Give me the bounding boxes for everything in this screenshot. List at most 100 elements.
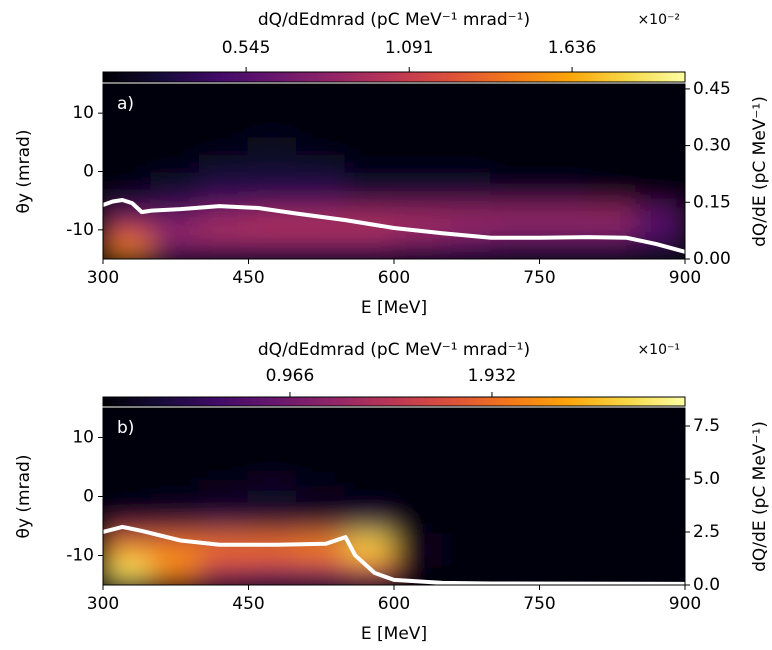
x-axis-label: E [MeV] xyxy=(361,298,427,318)
heatmap-cell xyxy=(296,153,347,173)
heatmap-cell xyxy=(441,240,492,259)
x-tick-label: 300 xyxy=(87,268,119,288)
panel-label: b) xyxy=(117,418,134,438)
heatmap-cell xyxy=(150,135,201,155)
y-tick-label: -10 xyxy=(66,546,94,566)
heatmap-cell xyxy=(490,170,541,190)
heatmap-cell xyxy=(344,424,395,445)
heatmap-cell xyxy=(296,460,347,480)
colorbar-tick-label: 1.636 xyxy=(548,38,597,58)
heatmap-cell xyxy=(344,442,395,463)
heatmap-cell xyxy=(441,442,492,463)
heatmap-cell xyxy=(103,424,153,445)
heatmap-cell xyxy=(441,170,492,190)
y2-tick-label: 0.0 xyxy=(693,575,720,595)
x-tick-label: 750 xyxy=(523,268,555,288)
heatmap-cell xyxy=(587,205,638,225)
heatmap-cell xyxy=(490,240,541,259)
heatmap-cell xyxy=(635,100,685,120)
heatmap-cell xyxy=(393,460,444,480)
heatmap-cell xyxy=(635,188,685,208)
heatmap-cell xyxy=(587,170,638,190)
heatmap-cell xyxy=(150,153,201,173)
heatmap-cell xyxy=(150,170,201,190)
heatmap-cell xyxy=(538,477,589,498)
heatmap-cell xyxy=(587,495,638,516)
panel: 0.545 1.091 1.636 dQ/dEdmrad (pC MeV⁻¹ mrad… xyxy=(14,10,770,318)
heatmap-cell xyxy=(538,205,589,225)
heatmap-cell xyxy=(150,513,201,533)
heatmap-cell xyxy=(635,424,685,445)
heatmap-cell xyxy=(199,84,250,103)
heatmap-cell xyxy=(296,442,347,463)
heatmap-cell xyxy=(296,84,347,103)
heatmap-cell xyxy=(587,442,638,463)
heatmap-cell xyxy=(344,530,395,551)
line xyxy=(103,524,685,585)
y2-tick-label: 0.45 xyxy=(693,79,731,99)
heatmap-cell xyxy=(587,566,638,585)
heatmap-cell xyxy=(247,530,298,551)
y2-axis-label: dQ/dE (pC MeV⁻¹) xyxy=(750,96,770,247)
heatmap-cell xyxy=(199,513,250,533)
heatmap-cell xyxy=(635,118,685,138)
heatmap-cell xyxy=(199,477,250,498)
heatmap-cell xyxy=(103,118,153,138)
heatmap-cell xyxy=(199,408,250,427)
heatmap-cell xyxy=(103,566,153,585)
heatmap-cell xyxy=(393,442,444,463)
x-tick-label: 900 xyxy=(669,594,701,614)
heatmap-cell xyxy=(635,205,685,225)
heatmap-cell xyxy=(635,477,685,498)
heatmap-cell xyxy=(587,548,638,569)
heatmap-cell xyxy=(490,513,541,533)
heatmap-cell xyxy=(296,135,347,155)
heatmap-cell xyxy=(344,477,395,498)
heatmap-cell xyxy=(150,240,201,259)
heatmap-cell xyxy=(393,530,444,551)
heatmap-cell xyxy=(103,223,153,243)
heatmap-cell xyxy=(441,548,492,569)
y2-tick-label: 7.5 xyxy=(693,416,720,436)
heatmap-cell xyxy=(538,424,589,445)
colorbar xyxy=(102,396,686,407)
heatmap-cell xyxy=(490,477,541,498)
heatmap-cell xyxy=(441,188,492,208)
heatmap-cell xyxy=(103,170,153,190)
heatmap-cell xyxy=(247,548,298,569)
heatmap-cell xyxy=(635,408,685,427)
colorbar-offset: ×10⁻² xyxy=(637,12,680,28)
heatmap-cell xyxy=(103,84,153,103)
heatmap-cell xyxy=(103,495,153,516)
heatmap-cell xyxy=(247,442,298,463)
heatmap-cell xyxy=(344,84,395,103)
colorbar xyxy=(102,71,686,83)
heatmap-cell xyxy=(150,424,201,445)
x-tick-label: 300 xyxy=(87,594,119,614)
heatmap-cell xyxy=(393,240,444,259)
heatmap-cell xyxy=(199,118,250,138)
heatmap-cell xyxy=(150,548,201,569)
y2-tick-label: 2.5 xyxy=(693,522,720,542)
heatmap-cell xyxy=(103,205,153,225)
heatmap-cell xyxy=(393,477,444,498)
heatmap-cell xyxy=(538,170,589,190)
heatmap-cell xyxy=(296,495,347,516)
heatmap-cell xyxy=(199,566,250,585)
heatmap-cell xyxy=(538,566,589,585)
heatmap-cell xyxy=(587,100,638,120)
heatmap-cell xyxy=(344,495,395,516)
heatmap-cell xyxy=(296,477,347,498)
heatmap-cell xyxy=(393,548,444,569)
heatmap-cell xyxy=(150,84,201,103)
heatmap-cell xyxy=(587,118,638,138)
heatmap-cell xyxy=(150,495,201,516)
heatmap-cell xyxy=(393,513,444,533)
y-axis-label: θy (mrad) xyxy=(14,130,34,214)
heatmap-cell xyxy=(393,100,444,120)
y2-tick-label: 0.15 xyxy=(693,192,731,212)
heatmap-cell xyxy=(635,495,685,516)
heatmap-cell xyxy=(103,548,153,569)
y-tick-label: 0 xyxy=(83,162,94,182)
heatmap-cell xyxy=(103,460,153,480)
